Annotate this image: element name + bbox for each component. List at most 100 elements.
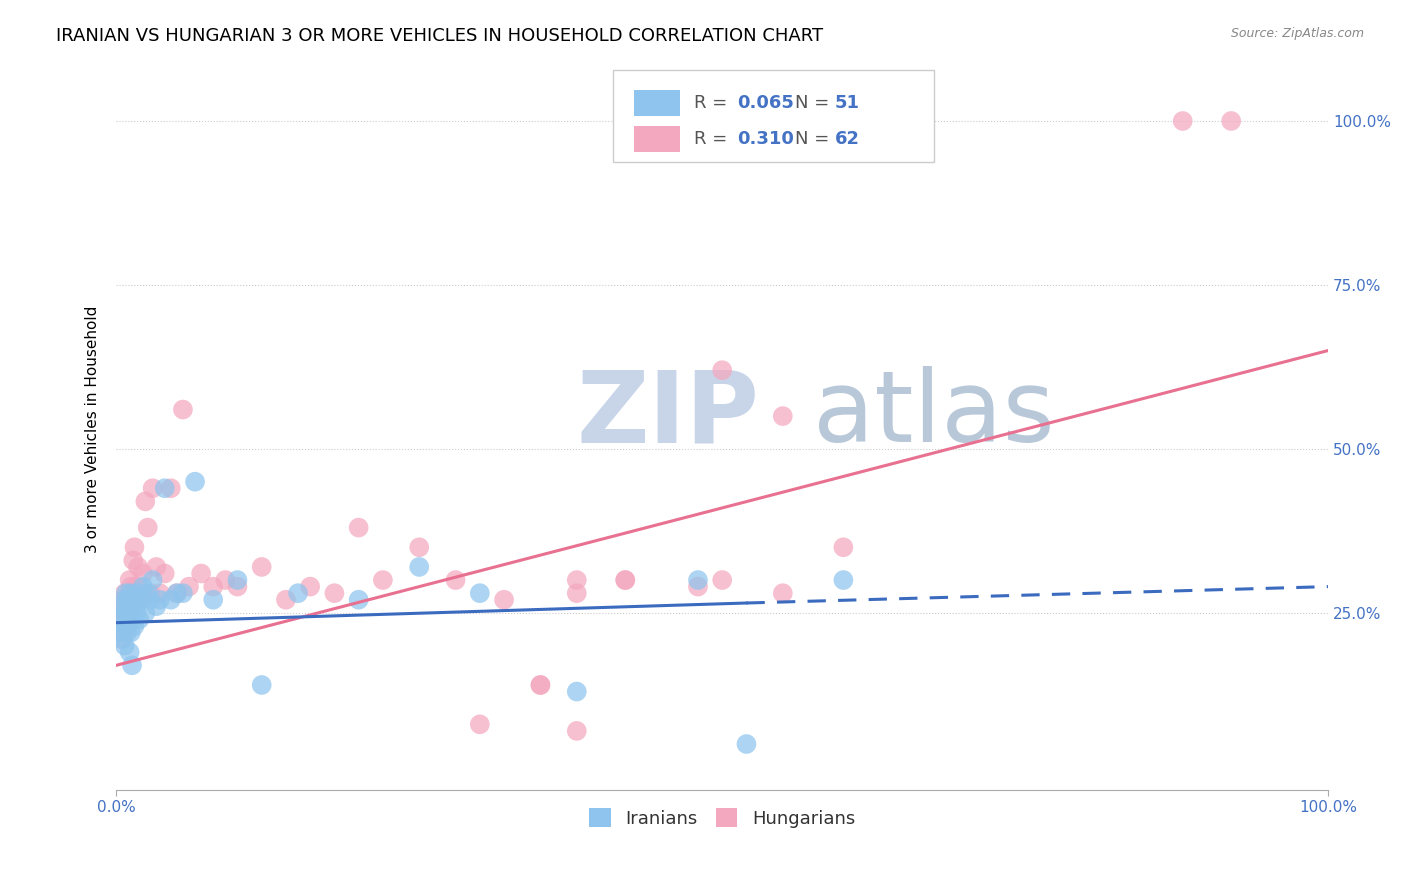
Point bbox=[118, 645, 141, 659]
Point bbox=[142, 481, 165, 495]
Point bbox=[250, 678, 273, 692]
Point bbox=[711, 573, 734, 587]
Text: 0.065: 0.065 bbox=[737, 95, 793, 112]
Point bbox=[172, 586, 194, 600]
Text: 62: 62 bbox=[835, 130, 860, 148]
Point bbox=[166, 586, 188, 600]
Point bbox=[686, 580, 709, 594]
Point bbox=[117, 612, 139, 626]
Point bbox=[110, 625, 132, 640]
Point bbox=[494, 592, 516, 607]
Point bbox=[565, 586, 588, 600]
Point bbox=[108, 612, 131, 626]
Point bbox=[408, 560, 430, 574]
Point bbox=[145, 599, 167, 614]
Point bbox=[117, 606, 139, 620]
Point bbox=[115, 606, 138, 620]
Point bbox=[565, 684, 588, 698]
Point bbox=[120, 580, 142, 594]
Point bbox=[287, 586, 309, 600]
Text: N =: N = bbox=[794, 130, 835, 148]
Point bbox=[112, 619, 135, 633]
Point bbox=[124, 592, 146, 607]
Point bbox=[121, 658, 143, 673]
Point bbox=[1171, 114, 1194, 128]
Text: R =: R = bbox=[695, 95, 734, 112]
Point bbox=[184, 475, 207, 489]
Point bbox=[127, 586, 149, 600]
Point bbox=[134, 606, 156, 620]
Point bbox=[274, 592, 297, 607]
Point bbox=[832, 541, 855, 555]
Text: N =: N = bbox=[794, 95, 835, 112]
Point bbox=[139, 586, 162, 600]
Point bbox=[127, 560, 149, 574]
Point bbox=[153, 481, 176, 495]
Point bbox=[772, 409, 794, 423]
Point bbox=[772, 586, 794, 600]
FancyBboxPatch shape bbox=[634, 127, 679, 153]
Point bbox=[125, 606, 148, 620]
FancyBboxPatch shape bbox=[613, 70, 934, 162]
Point bbox=[735, 737, 758, 751]
Point bbox=[686, 573, 709, 587]
Point bbox=[153, 566, 176, 581]
Point bbox=[139, 592, 162, 607]
Point bbox=[177, 580, 200, 594]
Point bbox=[129, 592, 152, 607]
Point bbox=[115, 586, 138, 600]
Point bbox=[112, 606, 135, 620]
Point bbox=[122, 553, 145, 567]
Legend: Iranians, Hungarians: Iranians, Hungarians bbox=[582, 801, 862, 835]
Point bbox=[468, 717, 491, 731]
Point bbox=[202, 592, 225, 607]
Point bbox=[115, 592, 138, 607]
Y-axis label: 3 or more Vehicles in Household: 3 or more Vehicles in Household bbox=[86, 306, 100, 553]
Point bbox=[124, 541, 146, 555]
Point bbox=[111, 599, 134, 614]
Text: IRANIAN VS HUNGARIAN 3 OR MORE VEHICLES IN HOUSEHOLD CORRELATION CHART: IRANIAN VS HUNGARIAN 3 OR MORE VEHICLES … bbox=[56, 27, 824, 45]
Point bbox=[120, 625, 142, 640]
Point bbox=[112, 625, 135, 640]
Point bbox=[114, 592, 136, 607]
Point bbox=[1220, 114, 1243, 128]
Point bbox=[371, 573, 394, 587]
Point bbox=[565, 723, 588, 738]
Point bbox=[122, 612, 145, 626]
Point bbox=[121, 606, 143, 620]
Point bbox=[115, 599, 138, 614]
Point bbox=[124, 619, 146, 633]
Point bbox=[614, 573, 637, 587]
Text: atlas: atlas bbox=[813, 367, 1054, 463]
Point bbox=[711, 363, 734, 377]
Point bbox=[166, 586, 188, 600]
Point bbox=[114, 586, 136, 600]
Point bbox=[159, 592, 181, 607]
FancyBboxPatch shape bbox=[634, 90, 679, 116]
Point bbox=[115, 619, 138, 633]
Text: R =: R = bbox=[695, 130, 734, 148]
Point bbox=[347, 592, 370, 607]
Point bbox=[111, 632, 134, 646]
Point bbox=[136, 520, 159, 534]
Text: ZIP: ZIP bbox=[576, 367, 759, 463]
Point bbox=[226, 580, 249, 594]
Point bbox=[832, 573, 855, 587]
Point bbox=[299, 580, 322, 594]
Point bbox=[145, 560, 167, 574]
Text: 0.310: 0.310 bbox=[737, 130, 793, 148]
Point bbox=[132, 566, 155, 581]
Point bbox=[614, 573, 637, 587]
Point bbox=[468, 586, 491, 600]
Point bbox=[115, 625, 138, 640]
Point bbox=[128, 612, 150, 626]
Point bbox=[226, 573, 249, 587]
Point bbox=[565, 573, 588, 587]
Text: Source: ZipAtlas.com: Source: ZipAtlas.com bbox=[1230, 27, 1364, 40]
Point bbox=[250, 560, 273, 574]
Point bbox=[118, 599, 141, 614]
Point bbox=[124, 580, 146, 594]
Point bbox=[408, 541, 430, 555]
Point bbox=[114, 612, 136, 626]
Point bbox=[444, 573, 467, 587]
